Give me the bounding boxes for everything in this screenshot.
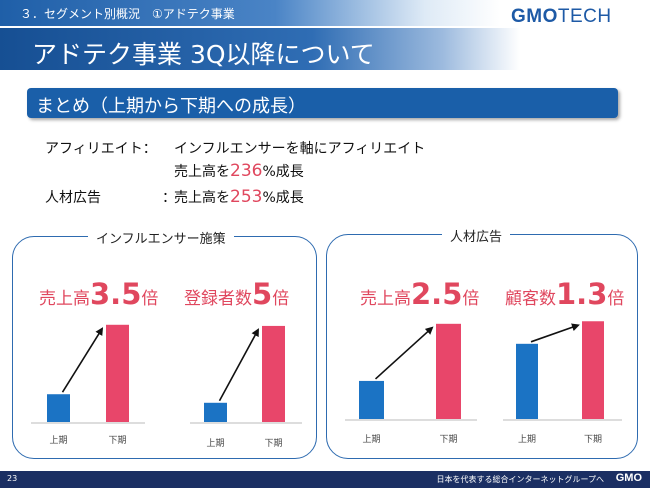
- recruit-colon: ：: [162, 190, 176, 206]
- bar-first-half: [359, 380, 384, 419]
- affiliate-growth-post: %成長: [262, 164, 304, 180]
- affiliate-label: アフィリエイト：: [45, 141, 157, 157]
- metric-registrants: 登録者数5倍: [184, 277, 289, 311]
- metric-value: 3.5: [90, 277, 142, 311]
- influencer-panel-title: インフルエンサー施策: [88, 228, 234, 247]
- metric-label: 登録者数: [184, 289, 252, 309]
- bar-second-half: [262, 325, 285, 422]
- bar-second-half: [106, 324, 129, 422]
- recruit-panel-title: 人材広告: [442, 226, 511, 245]
- metric-label: 売上高: [360, 289, 411, 309]
- metric-value: 1.3: [556, 277, 608, 311]
- page-number: 23: [7, 474, 18, 483]
- x-tick-label: 上期: [518, 434, 536, 445]
- footer-tagline: 日本を代表する総合インターネットグループへ: [436, 475, 604, 484]
- page-title: アドテク事業 3Q以降について: [32, 40, 375, 69]
- logo-tech: TECH: [557, 6, 612, 27]
- growth-arrow: [530, 323, 580, 343]
- footer-bar: [0, 471, 650, 488]
- affiliate-growth: 売上高を236%成長: [174, 161, 304, 181]
- section-header-strip: [0, 0, 500, 26]
- metric-value: 5: [252, 277, 273, 311]
- growth-arrow: [218, 328, 259, 402]
- recruit-growth-post: %成長: [262, 190, 304, 206]
- title-bar: [0, 28, 520, 70]
- x-tick-label: 下期: [439, 434, 457, 445]
- x-tick-label: 下期: [584, 434, 602, 445]
- metric-label: 売上高: [39, 289, 90, 309]
- bar-first-half: [47, 394, 70, 422]
- logo-gmo: GMO: [511, 6, 558, 27]
- recruit-growth-value: 253: [230, 187, 263, 207]
- metric-sales-recruit: 売上高2.5倍: [360, 277, 479, 311]
- x-tick-label: 上期: [206, 438, 224, 449]
- affiliate-growth-pre: 売上高を: [174, 164, 230, 180]
- bar-first-half: [204, 402, 227, 422]
- bar-second-half: [436, 323, 461, 419]
- metric-label: 顧客数: [505, 289, 556, 309]
- growth-arrow: [374, 326, 434, 380]
- metric-unit: 倍: [607, 289, 625, 309]
- summary-title: まとめ（上期から下期への成長）: [36, 96, 306, 117]
- gmotech-logo: GMOTECH: [511, 6, 612, 28]
- metric-sales-influencer: 売上高3.5倍: [39, 277, 158, 311]
- x-tick-label: 下期: [264, 438, 282, 449]
- metric-value: 2.5: [411, 277, 463, 311]
- growth-arrow: [61, 327, 104, 393]
- footer-gmo-logo: GMO: [615, 472, 642, 484]
- bar-first-half: [516, 343, 538, 419]
- affiliate-line1: インフルエンサーを軸にアフィリエイト: [174, 141, 426, 157]
- metric-customers: 顧客数1.3倍: [505, 277, 624, 311]
- x-tick-label: 上期: [49, 435, 67, 446]
- metric-unit: 倍: [462, 289, 480, 309]
- bar-second-half: [582, 321, 604, 419]
- metric-unit: 倍: [141, 289, 159, 309]
- summary-bar: [27, 88, 618, 118]
- recruit-growth-pre: 売上高を: [174, 190, 230, 206]
- metric-unit: 倍: [272, 289, 290, 309]
- x-tick-label: 下期: [108, 435, 126, 446]
- recruit-label: 人材広告: [45, 190, 101, 206]
- x-tick-label: 上期: [362, 434, 380, 445]
- recruit-growth: 売上高を253%成長: [174, 187, 304, 207]
- affiliate-growth-value: 236: [230, 161, 263, 181]
- section-label: ３．セグメント別概況 ①アドテク事業: [20, 7, 235, 21]
